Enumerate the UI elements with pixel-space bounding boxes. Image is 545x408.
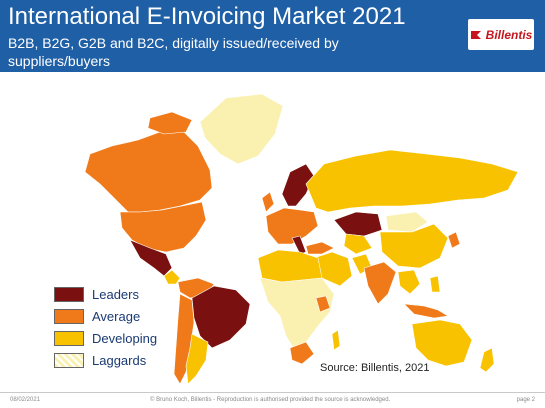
billentis-logo: Billentis <box>468 19 534 50</box>
map-argentina <box>185 333 209 385</box>
logo-mark-icon <box>470 30 481 39</box>
map-southeast-asia <box>397 269 421 295</box>
footer-copyright: © Bruno Koch, Billentis - Reproduction i… <box>150 397 391 403</box>
legend-label-average: Average <box>92 308 141 324</box>
legend-swatch-laggards <box>54 352 84 368</box>
slide-title: International E-Invoicing Market 2021 <box>8 3 406 30</box>
legend-item-leaders: Leaders <box>54 286 139 302</box>
map-africa-central <box>259 277 335 353</box>
legend-item-average: Average <box>54 308 140 324</box>
legend-label-laggards: Laggards <box>92 352 147 368</box>
map-italy <box>291 235 307 255</box>
logo-text: Billentis <box>485 27 533 42</box>
legend-label-leaders: Leaders <box>92 286 139 302</box>
map-north-africa <box>257 249 323 283</box>
slide-footer: 08/02/2021 © Bruno Koch, Billentis - Rep… <box>0 392 545 408</box>
map-australia <box>411 319 473 367</box>
map-mongolia <box>385 211 429 233</box>
map-central-america <box>163 269 181 285</box>
map-arctic-islands <box>147 111 193 135</box>
legend-swatch-average <box>54 308 84 324</box>
legend-swatch-leaders <box>54 286 84 302</box>
world-map <box>84 93 519 385</box>
map-madagascar <box>331 329 341 351</box>
map-kenya <box>315 295 331 313</box>
map-india <box>363 261 397 305</box>
legend-swatch-developing <box>54 330 84 346</box>
legend-item-developing: Developing <box>54 330 157 346</box>
map-new-zealand <box>479 347 495 373</box>
map-south-africa <box>289 341 315 365</box>
map-mexico <box>129 239 173 277</box>
footer-page: page 2 <box>516 397 535 403</box>
map-philippines <box>429 275 441 293</box>
map-kazakhstan <box>333 211 383 237</box>
map-korea-japan <box>447 231 461 249</box>
slide-subtitle: B2B, B2G, G2B and B2C, digitally issued/… <box>8 35 339 69</box>
map-canada <box>84 129 213 213</box>
footer-date: 08/02/2021 <box>10 397 41 403</box>
map-brazil <box>191 285 251 349</box>
map-greenland <box>199 93 284 165</box>
map-usa <box>119 201 207 253</box>
map-western-europe <box>265 207 319 245</box>
slide-header: International E-Invoicing Market 2021 B2… <box>0 0 545 72</box>
map-china <box>379 223 449 269</box>
legend-label-developing: Developing <box>92 330 158 346</box>
map-source: Source: Billentis, 2021 <box>320 362 430 374</box>
legend-item-laggards: Laggards <box>54 352 146 368</box>
map-indonesia <box>403 303 449 319</box>
map-uk <box>261 191 275 213</box>
map-russia <box>305 149 519 213</box>
map-central-asia <box>343 233 373 255</box>
map-turkey <box>305 241 335 255</box>
